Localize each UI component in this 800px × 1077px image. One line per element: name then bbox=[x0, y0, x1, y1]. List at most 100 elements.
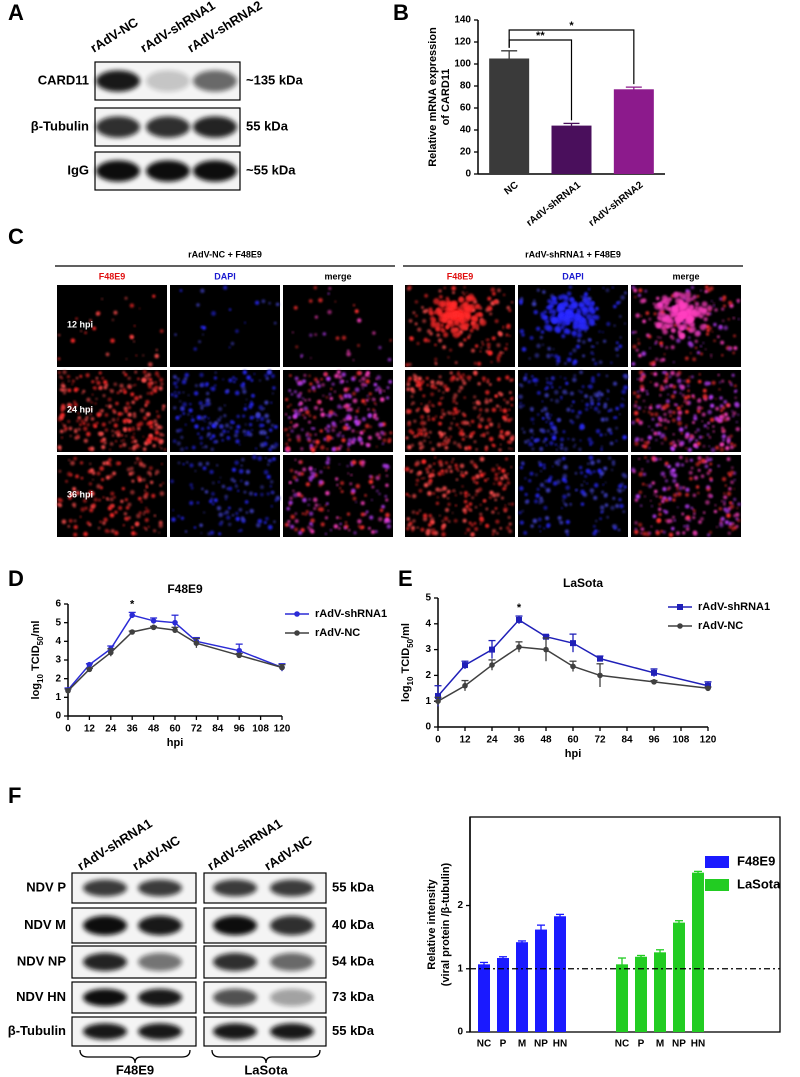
cell bbox=[306, 436, 311, 441]
cell bbox=[309, 478, 313, 482]
cell bbox=[136, 443, 139, 447]
cell bbox=[371, 485, 375, 489]
cell bbox=[735, 389, 738, 392]
cell bbox=[645, 441, 650, 446]
data-point bbox=[236, 647, 242, 654]
cell bbox=[594, 529, 598, 533]
cell bbox=[604, 503, 609, 507]
cell bbox=[133, 396, 139, 401]
cell bbox=[270, 505, 273, 508]
cell bbox=[678, 427, 684, 433]
cell bbox=[107, 404, 113, 409]
cell bbox=[223, 285, 228, 290]
cell bbox=[336, 483, 339, 487]
data-point bbox=[489, 646, 495, 653]
x-tick-label: 108 bbox=[252, 724, 269, 735]
cell bbox=[304, 398, 307, 402]
legend-swatch bbox=[705, 879, 729, 891]
y-axis-label: of CARD11 bbox=[440, 69, 452, 126]
cell bbox=[174, 391, 177, 394]
cell bbox=[668, 532, 674, 538]
cell bbox=[435, 415, 438, 418]
cell bbox=[564, 529, 569, 534]
cell bbox=[339, 522, 342, 526]
y-tick-label: 6 bbox=[55, 599, 61, 610]
brace bbox=[79, 1049, 191, 1064]
cell bbox=[350, 463, 354, 467]
cell bbox=[649, 381, 652, 383]
cell bbox=[534, 378, 539, 383]
cell bbox=[160, 382, 164, 386]
cell bbox=[533, 299, 536, 302]
cell bbox=[251, 393, 255, 398]
cell bbox=[142, 354, 145, 357]
cell bbox=[454, 494, 457, 497]
cell bbox=[731, 522, 735, 526]
cell bbox=[534, 473, 538, 477]
cell bbox=[109, 512, 115, 518]
cell bbox=[664, 385, 669, 389]
cell bbox=[200, 406, 204, 410]
cell bbox=[438, 430, 442, 435]
cell bbox=[504, 504, 507, 507]
cell bbox=[722, 295, 727, 300]
cell bbox=[444, 507, 450, 513]
cell bbox=[381, 423, 384, 426]
cell bbox=[709, 457, 713, 462]
lane-label: rAdV-NC bbox=[261, 832, 315, 873]
cell bbox=[642, 444, 645, 448]
cell bbox=[465, 435, 468, 438]
cell bbox=[569, 503, 572, 506]
cell bbox=[91, 380, 95, 384]
cell bbox=[365, 510, 369, 514]
cell bbox=[77, 388, 80, 391]
data-point bbox=[172, 627, 178, 633]
cell bbox=[530, 524, 534, 528]
cell bbox=[193, 347, 198, 351]
cell bbox=[475, 400, 481, 405]
cell bbox=[188, 408, 193, 413]
cell bbox=[669, 314, 674, 319]
cell bbox=[562, 389, 568, 395]
cell bbox=[487, 338, 490, 341]
data-point bbox=[543, 633, 549, 640]
cell bbox=[565, 381, 569, 386]
cell bbox=[187, 394, 190, 397]
cell bbox=[317, 400, 322, 404]
cell bbox=[498, 433, 503, 438]
cell bbox=[346, 512, 351, 516]
cell bbox=[431, 447, 435, 451]
cell bbox=[305, 432, 310, 436]
cell bbox=[546, 415, 550, 419]
cell bbox=[597, 373, 601, 377]
band bbox=[83, 988, 127, 1007]
cell bbox=[719, 396, 723, 400]
cell bbox=[696, 405, 702, 411]
cell bbox=[260, 407, 264, 411]
cell bbox=[499, 443, 502, 446]
data-point bbox=[597, 672, 603, 679]
cell bbox=[288, 500, 293, 505]
cell bbox=[480, 434, 483, 437]
cell bbox=[101, 445, 106, 450]
cell bbox=[584, 394, 588, 398]
cell bbox=[360, 441, 364, 446]
cell bbox=[733, 479, 736, 482]
cell bbox=[579, 390, 583, 394]
cell bbox=[474, 344, 479, 348]
cell bbox=[618, 344, 623, 349]
cell bbox=[138, 395, 142, 399]
cell bbox=[416, 511, 419, 515]
cell bbox=[708, 530, 712, 534]
cell bbox=[523, 379, 526, 382]
cell bbox=[587, 462, 590, 465]
cell bbox=[638, 420, 643, 425]
cell bbox=[689, 342, 694, 348]
cell bbox=[737, 318, 740, 320]
cell bbox=[685, 424, 688, 427]
cell bbox=[213, 376, 218, 380]
cell bbox=[133, 439, 138, 444]
cell bbox=[662, 371, 665, 374]
cell bbox=[83, 438, 89, 443]
cell bbox=[703, 511, 706, 514]
